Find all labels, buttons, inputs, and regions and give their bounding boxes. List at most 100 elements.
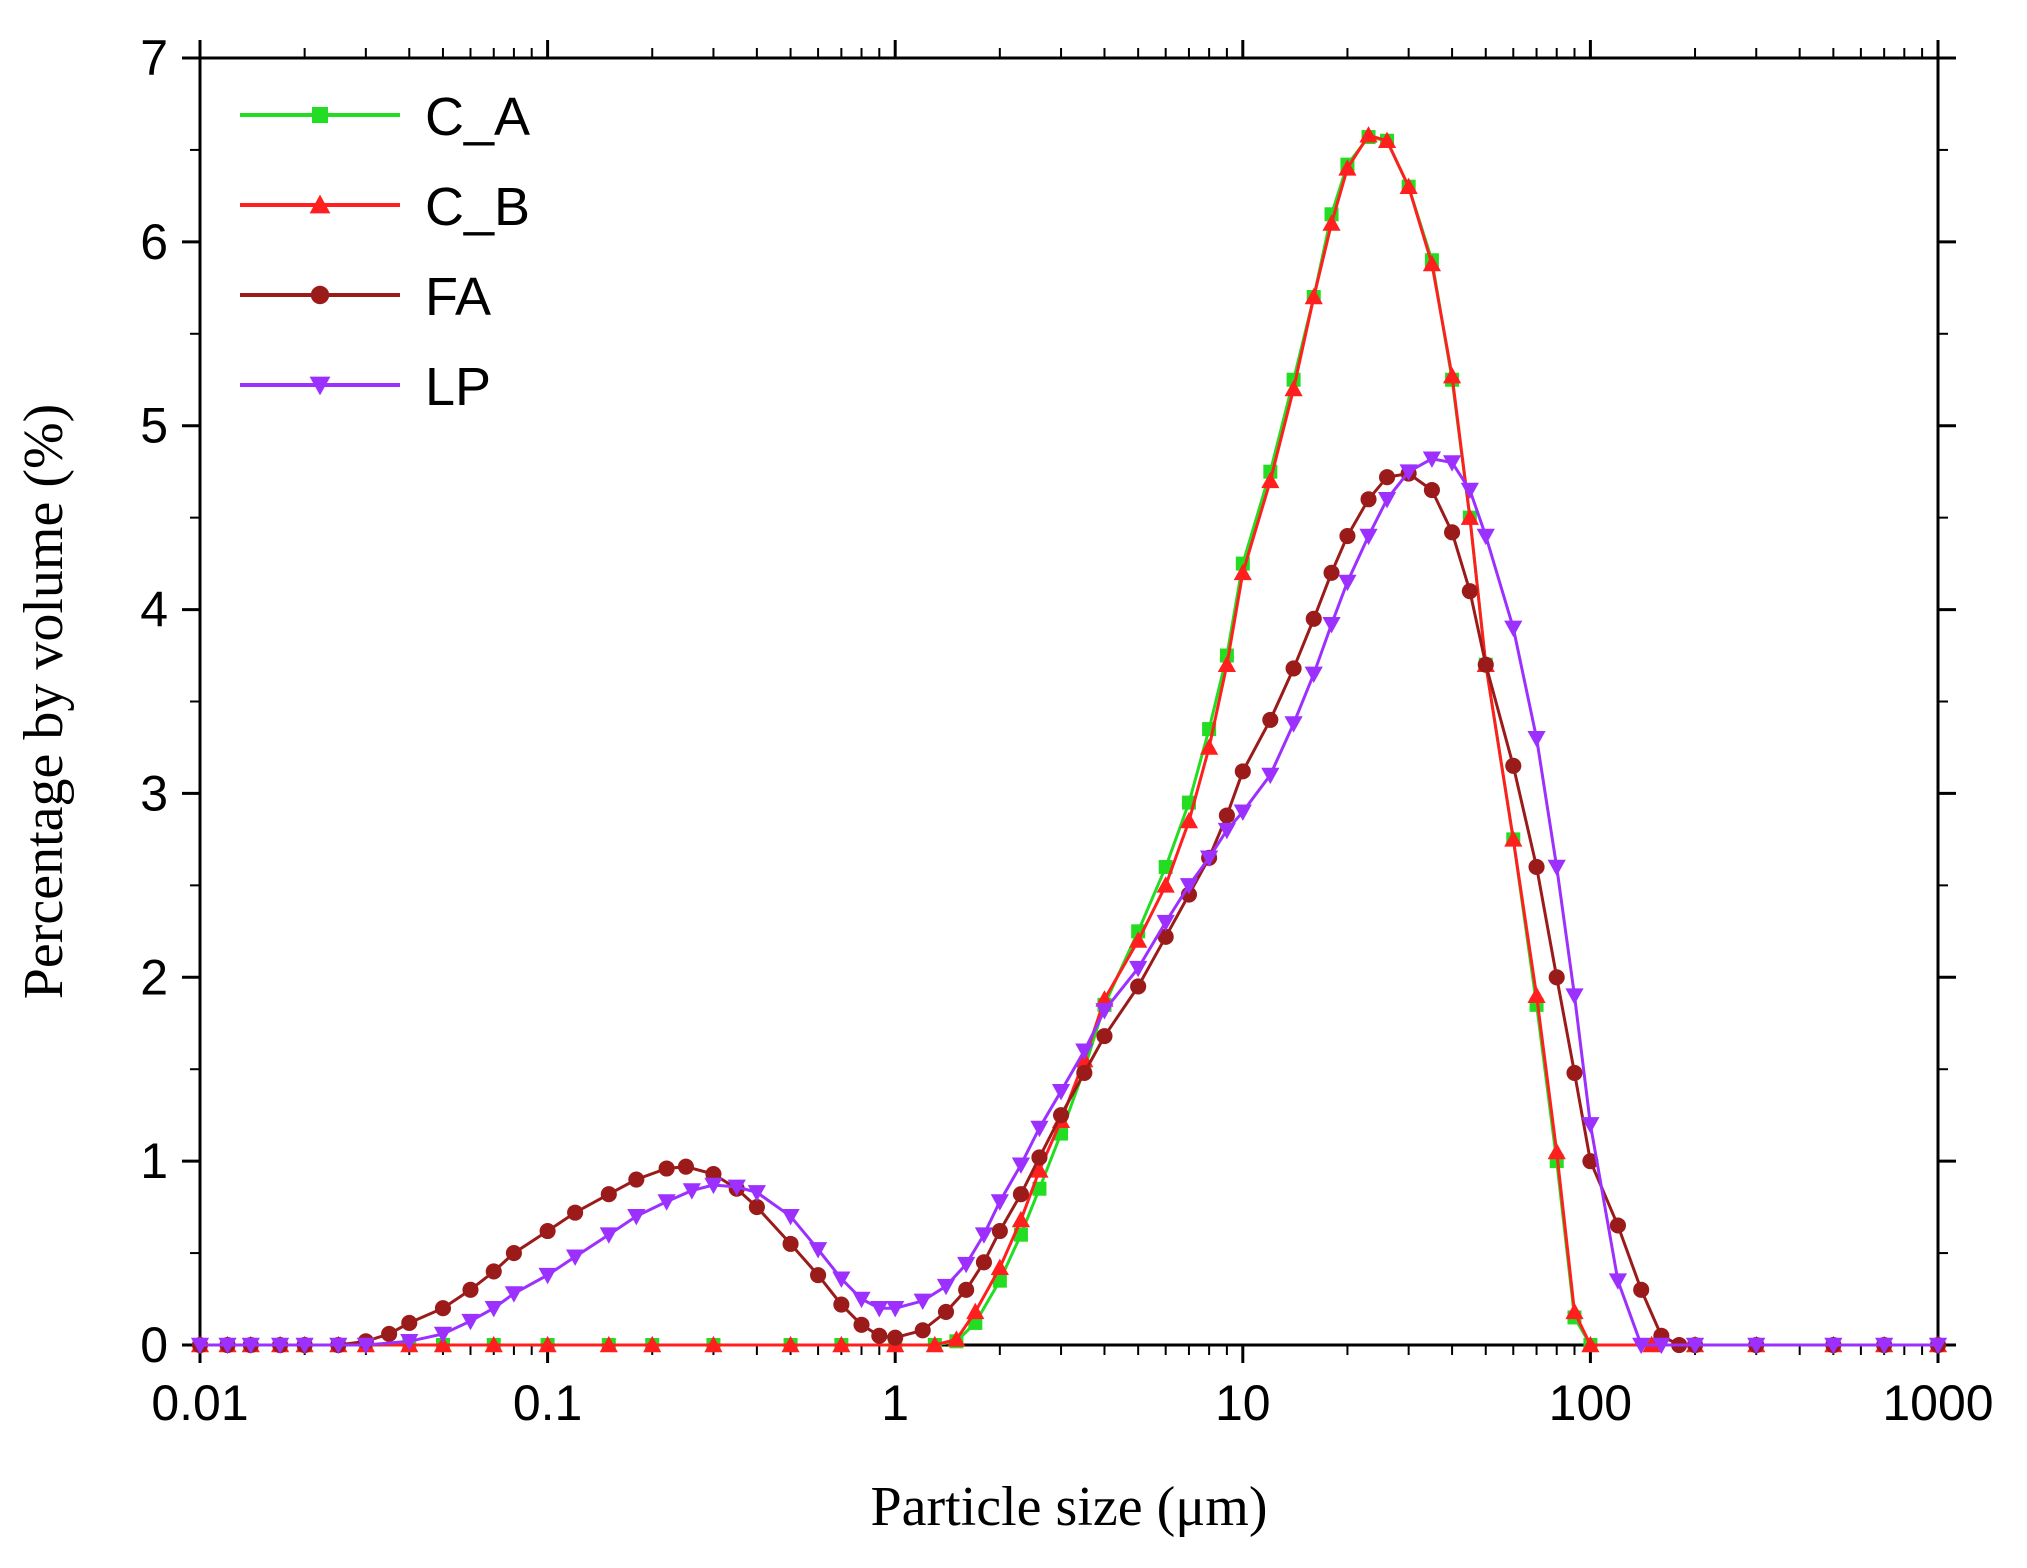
y-tick-label: 2 (140, 949, 168, 1005)
data-point (1031, 1149, 1048, 1166)
y-axis-title: Percentage by volume (%) (13, 404, 75, 1000)
data-point (1158, 859, 1173, 874)
data-point (1565, 1302, 1584, 1320)
legend-item: C_B (240, 177, 530, 237)
data-point (1399, 177, 1418, 194)
data-point (1444, 524, 1461, 541)
data-point (1233, 563, 1252, 581)
data-point (958, 1281, 975, 1298)
data-point (1359, 528, 1378, 546)
y-tick-label: 3 (140, 765, 168, 821)
x-tick-label: 10 (1215, 1375, 1271, 1431)
legend-item: C_A (240, 87, 530, 147)
data-point (1322, 214, 1341, 231)
data-point (975, 1254, 992, 1271)
data-point (781, 1335, 800, 1353)
data-point (1422, 254, 1442, 272)
data-point (400, 1334, 419, 1351)
data-point (1652, 1337, 1671, 1355)
data-point (433, 1335, 453, 1353)
data-point (1477, 656, 1494, 673)
data-point (1360, 491, 1377, 508)
data-point (990, 1194, 1009, 1211)
data-point (810, 1267, 827, 1284)
data-point (1632, 1337, 1651, 1355)
data-point (1075, 1043, 1094, 1060)
data-point (1504, 830, 1523, 847)
axes (182, 40, 1956, 1363)
data-point (1547, 1142, 1566, 1160)
data-point (1747, 1337, 1766, 1355)
data-point (925, 1335, 944, 1353)
data-point (781, 1209, 800, 1226)
data-point (727, 1179, 746, 1196)
data-point (1096, 1028, 1113, 1045)
data-point (1581, 1117, 1600, 1134)
data-point (1076, 1064, 1093, 1081)
data-point (1565, 988, 1584, 1005)
data-point (914, 1322, 931, 1339)
data-point (657, 1194, 676, 1211)
y-tick-label: 7 (140, 30, 168, 86)
data-point (1200, 850, 1219, 867)
y-tick-label: 5 (140, 398, 168, 454)
series-line (200, 457, 1938, 1347)
data-point (1582, 1153, 1599, 1170)
legend-label: FA (425, 267, 491, 327)
x-tick-label: 1000 (1882, 1375, 1993, 1431)
data-point (600, 1186, 617, 1203)
tick-labels: 0.01 0.1 1 10 100 1000 0 1 2 3 4 5 6 7 (140, 30, 1993, 1431)
data-point (992, 1273, 1007, 1288)
data-point (853, 1316, 870, 1333)
data-point (1217, 655, 1236, 673)
data-point (643, 1335, 662, 1353)
data-point (974, 1227, 994, 1244)
data-point (1442, 366, 1462, 384)
data-point (599, 1335, 618, 1353)
data-point (381, 1325, 398, 1343)
data-point (1052, 1107, 1070, 1124)
data-point (1284, 716, 1303, 733)
data-point (241, 1337, 260, 1355)
data-point (1051, 1083, 1071, 1101)
legend-marker (312, 107, 328, 123)
data-point (433, 1326, 453, 1344)
legend-label: C_A (425, 87, 530, 147)
data-point (1032, 1181, 1047, 1196)
data-point (538, 1267, 557, 1285)
data-point (832, 1271, 851, 1288)
legend-marker (309, 376, 331, 396)
data-point (484, 1300, 503, 1318)
data-point (1608, 1273, 1628, 1290)
data-point (1378, 469, 1396, 486)
data-point (566, 1249, 585, 1266)
data-point (1399, 464, 1418, 481)
legend-label: LP (425, 357, 491, 417)
legend-item: FA (240, 267, 491, 327)
data-point (677, 1158, 694, 1175)
data-point (1261, 471, 1280, 489)
data-point (1262, 711, 1279, 728)
data-point (1157, 928, 1174, 945)
data-point (658, 1160, 675, 1177)
x-tick-label: 0.1 (513, 1375, 583, 1431)
data-point (1423, 482, 1440, 499)
data-point (937, 1303, 955, 1320)
data-point (1339, 527, 1356, 545)
legend-item: LP (240, 357, 491, 417)
data-point (1011, 1210, 1031, 1228)
data-point (1200, 738, 1219, 755)
data-point (913, 1293, 932, 1310)
data-point (1129, 931, 1148, 948)
data-point (704, 1335, 723, 1353)
data-point (936, 1278, 956, 1296)
data-point (1609, 1217, 1626, 1234)
data-point (1504, 620, 1523, 638)
legend-label: C_B (425, 177, 530, 237)
data-point (833, 1296, 850, 1313)
data-point (1338, 574, 1357, 592)
data-point (1548, 969, 1565, 986)
data-point (1442, 455, 1462, 472)
data-point (1566, 1064, 1583, 1081)
